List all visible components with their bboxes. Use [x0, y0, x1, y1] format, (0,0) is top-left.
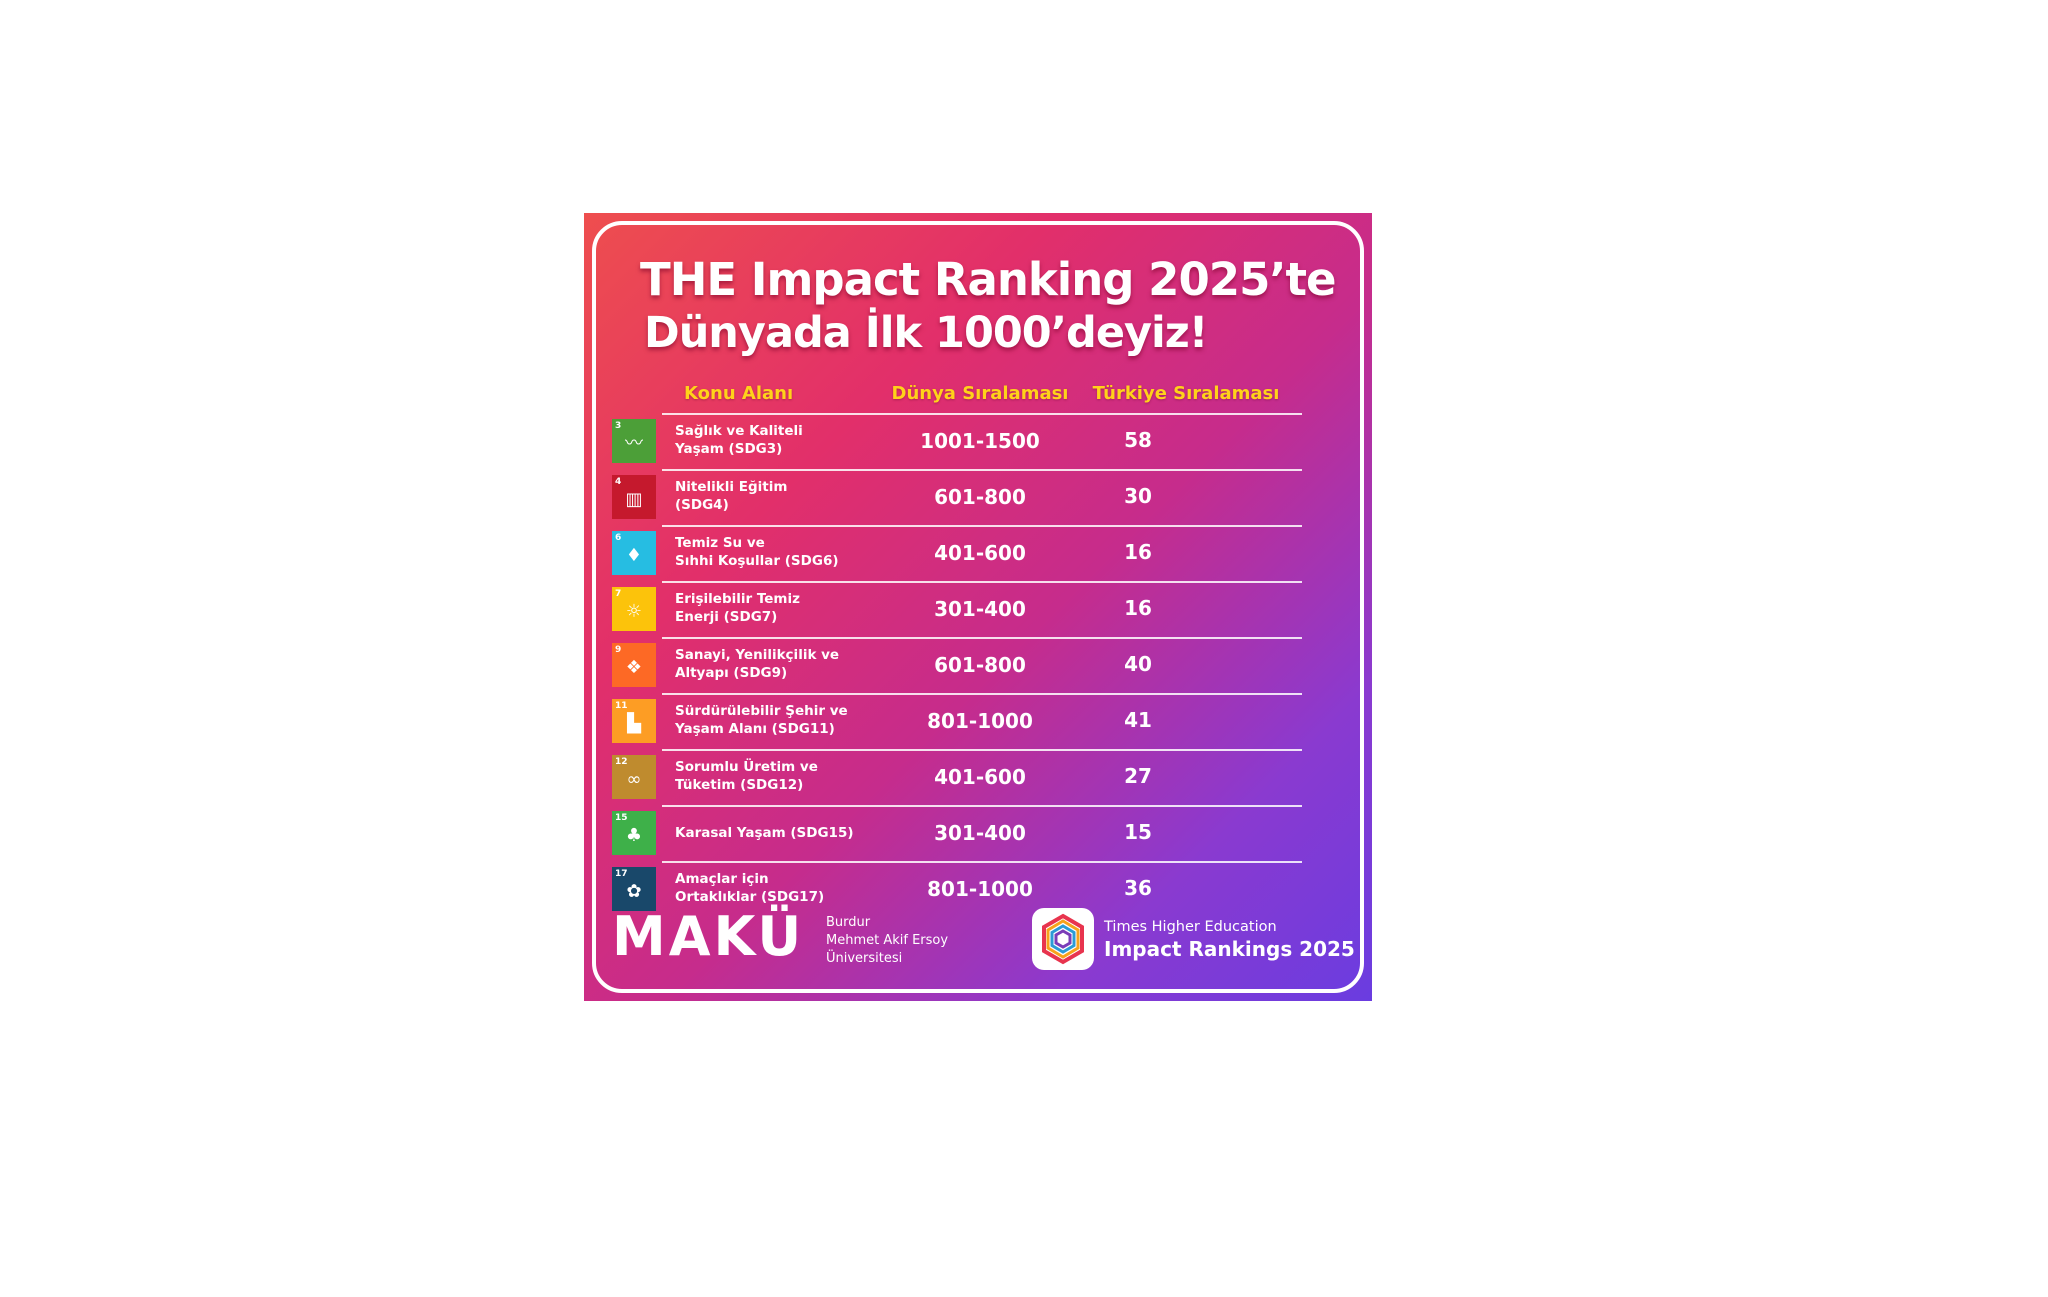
- sdg-number: 3: [615, 421, 622, 431]
- water-drop-icon: 6 ♦: [612, 531, 656, 575]
- world-rank: 601-800: [934, 653, 1026, 677]
- topic-line2: Altyapı (SDG9): [675, 665, 788, 681]
- heartbeat-icon: 3 〰: [612, 419, 656, 463]
- sdg-glyph: ✿: [626, 881, 642, 902]
- sdg-number: 11: [615, 701, 628, 711]
- topic-line2: Sıhhi Koşullar (SDG6): [675, 553, 839, 569]
- sdg-number: 12: [615, 757, 628, 767]
- topic-label: Sorumlu Üretim ve Tüketim (SDG12): [675, 758, 875, 794]
- world-rank: 301-400: [934, 821, 1026, 845]
- sdg-glyph: ∞: [626, 769, 642, 790]
- sdg-glyph: ♦: [625, 545, 643, 566]
- table-row: 3 〰 Sağlık ve Kaliteli Yaşam (SDG3) 1001-150…: [612, 413, 1302, 469]
- topic-label: Amaçlar için Ortaklıklar (SDG17): [675, 870, 875, 906]
- flower-icon: 17 ✿: [612, 867, 656, 911]
- the-org-name: Times Higher Education: [1104, 919, 1277, 935]
- infinity-icon: 12 ∞: [612, 755, 656, 799]
- world-rank: 401-600: [934, 765, 1026, 789]
- table-row: 15 ♣ Karasal Yaşam (SDG15) 301-400 15: [612, 805, 1302, 861]
- sdg-number: 7: [615, 589, 622, 599]
- ranking-poster: THE Impact Ranking 2025’te Dünyada İlk 1…: [584, 213, 1372, 1001]
- turkey-rank: 41: [1124, 708, 1152, 732]
- world-rank: 1001-1500: [920, 429, 1040, 453]
- world-rank: 601-800: [934, 485, 1026, 509]
- topic-line1: Sanayi, Yenilikçilik ve: [675, 647, 840, 663]
- table-row: 12 ∞ Sorumlu Üretim ve Tüketim (SDG12) 401-6…: [612, 749, 1302, 805]
- topic-label: Karasal Yaşam (SDG15): [675, 824, 875, 842]
- topic-label: Sanayi, Yenilikçilik ve Altyapı (SDG9): [675, 646, 875, 682]
- topic-line2: Enerji (SDG7): [675, 609, 778, 625]
- turkey-rank: 16: [1124, 540, 1152, 564]
- the-rankings-title: Impact Rankings 2025: [1104, 937, 1355, 961]
- topic-line1: Sorumlu Üretim ve: [675, 759, 818, 775]
- table-row: 17 ✿ Amaçlar için Ortaklıklar (SDG17) 801-10…: [612, 861, 1302, 917]
- turkey-rank: 30: [1124, 484, 1152, 508]
- turkey-rank: 27: [1124, 764, 1152, 788]
- tree-icon: 15 ♣: [612, 811, 656, 855]
- table-row: 11 ▙ Sürdürülebilir Şehir ve Yaşam Alanı (S…: [612, 693, 1302, 749]
- sdg-number: 15: [615, 813, 628, 823]
- maku-logo: MAKÜ: [612, 905, 805, 968]
- sdg-glyph: ▥: [625, 489, 643, 510]
- sdg-number: 17: [615, 869, 628, 879]
- sdg-number: 9: [615, 645, 622, 655]
- sdg-number: 6: [615, 533, 622, 543]
- poster-title-line1: THE Impact Ranking 2025’te: [640, 253, 1337, 306]
- sdg-glyph: ♣: [625, 825, 643, 846]
- the-rankings-logo-icon: [1032, 908, 1094, 970]
- turkey-rank: 36: [1124, 876, 1152, 900]
- world-rank: 801-1000: [927, 709, 1033, 733]
- table-row: 6 ♦ Temiz Su ve Sıhhi Koşullar (SDG6) 401-60…: [612, 525, 1302, 581]
- turkey-rank: 15: [1124, 820, 1152, 844]
- sun-icon: 7 ☼: [612, 587, 656, 631]
- ranking-table: 3 〰 Sağlık ve Kaliteli Yaşam (SDG3) 1001-150…: [612, 413, 1302, 917]
- topic-line1: Amaçlar için: [675, 871, 769, 887]
- topic-line2: Yaşam (SDG3): [675, 441, 783, 457]
- topic-line1: Erişilebilir Temiz: [675, 591, 800, 607]
- university-name: Burdur Mehmet Akif Ersoy Üniversitesi: [826, 914, 948, 968]
- poster-frame: [592, 221, 1364, 993]
- table-row: 4 ▥ Nitelikli Eğitim (SDG4) 601-800 30: [612, 469, 1302, 525]
- topic-line2: (SDG4): [675, 497, 729, 513]
- table-row: 7 ☼ Erişilebilir Temiz Enerji (SDG7) 301-400…: [612, 581, 1302, 637]
- university-name-line3: Üniversitesi: [826, 951, 903, 966]
- topic-line2: Yaşam Alanı (SDG11): [675, 721, 835, 737]
- world-rank: 801-1000: [927, 877, 1033, 901]
- header-turkey-rank: Türkiye Sıralaması: [1092, 383, 1280, 404]
- topic-line1: Karasal Yaşam (SDG15): [675, 825, 854, 841]
- topic-line1: Sürdürülebilir Şehir ve: [675, 703, 848, 719]
- cubes-icon: 9 ❖: [612, 643, 656, 687]
- header-world-rank: Dünya Sıralaması: [891, 383, 1069, 404]
- world-rank: 401-600: [934, 541, 1026, 565]
- topic-line1: Temiz Su ve: [675, 535, 765, 551]
- topic-line2: Tüketim (SDG12): [675, 777, 804, 793]
- sdg-number: 4: [615, 477, 622, 487]
- topic-label: Nitelikli Eğitim (SDG4): [675, 478, 875, 514]
- table-row: 9 ❖ Sanayi, Yenilikçilik ve Altyapı (SDG9) 6…: [612, 637, 1302, 693]
- poster-title-line2: Dünyada İlk 1000’deyiz!: [644, 308, 1208, 358]
- sdg-glyph: 〰: [625, 433, 643, 454]
- city-icon: 11 ▙: [612, 699, 656, 743]
- topic-line1: Sağlık ve Kaliteli: [675, 423, 803, 439]
- sdg-glyph: ☼: [625, 601, 643, 622]
- turkey-rank: 16: [1124, 596, 1152, 620]
- university-name-line2: Mehmet Akif Ersoy: [826, 933, 949, 948]
- sdg-glyph: ❖: [625, 657, 643, 678]
- world-rank: 301-400: [934, 597, 1026, 621]
- topic-label: Erişilebilir Temiz Enerji (SDG7): [675, 590, 875, 626]
- turkey-rank: 58: [1124, 428, 1152, 452]
- topic-label: Sürdürülebilir Şehir ve Yaşam Alanı (SDG1…: [675, 702, 875, 738]
- topic-label: Temiz Su ve Sıhhi Koşullar (SDG6): [675, 534, 875, 570]
- topic-label: Sağlık ve Kaliteli Yaşam (SDG3): [675, 422, 875, 458]
- header-topic: Konu Alanı: [684, 383, 794, 404]
- topic-line1: Nitelikli Eğitim: [675, 479, 788, 495]
- topic-line2: Ortaklıklar (SDG17): [675, 889, 825, 905]
- sdg-glyph: ▙: [627, 713, 641, 734]
- university-name-line1: Burdur: [826, 915, 871, 930]
- book-icon: 4 ▥: [612, 475, 656, 519]
- turkey-rank: 40: [1124, 652, 1152, 676]
